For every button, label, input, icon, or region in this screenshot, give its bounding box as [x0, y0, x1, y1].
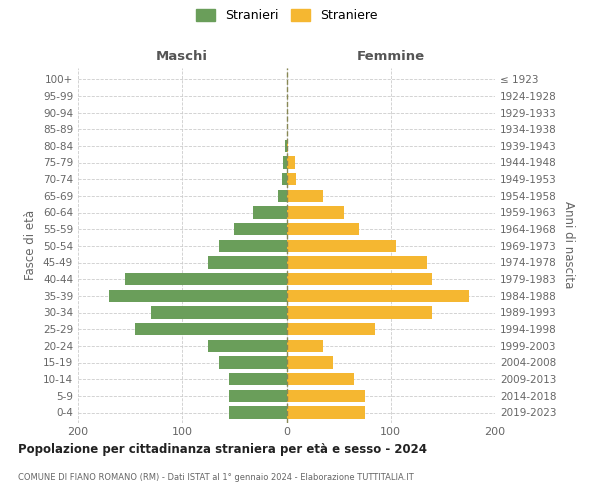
Bar	[109, 290, 287, 302]
Bar	[287, 156, 295, 169]
Bar	[287, 173, 296, 186]
Bar	[287, 390, 365, 402]
Text: Femmine: Femmine	[356, 50, 425, 62]
Bar	[208, 340, 287, 352]
Y-axis label: Anni di nascita: Anni di nascita	[562, 202, 575, 288]
Bar	[253, 206, 287, 219]
Text: Maschi: Maschi	[156, 50, 208, 62]
Bar	[287, 373, 354, 386]
Bar	[287, 190, 323, 202]
Bar	[125, 273, 287, 285]
Bar	[287, 406, 365, 419]
Bar	[229, 373, 287, 386]
Bar	[278, 190, 287, 202]
Bar	[287, 323, 375, 336]
Bar	[287, 223, 359, 235]
Bar	[287, 306, 433, 319]
Bar	[287, 340, 323, 352]
Bar	[287, 256, 427, 269]
Bar	[235, 223, 287, 235]
Bar	[208, 256, 287, 269]
Bar	[219, 240, 287, 252]
Bar	[287, 240, 396, 252]
Legend: Stranieri, Straniere: Stranieri, Straniere	[194, 6, 380, 25]
Bar	[283, 156, 287, 169]
Text: Popolazione per cittadinanza straniera per età e sesso - 2024: Popolazione per cittadinanza straniera p…	[18, 442, 427, 456]
Bar	[287, 206, 344, 219]
Bar	[287, 290, 469, 302]
Bar	[151, 306, 287, 319]
Bar	[229, 406, 287, 419]
Bar	[287, 356, 334, 369]
Bar	[219, 356, 287, 369]
Bar	[283, 173, 287, 186]
Text: COMUNE DI FIANO ROMANO (RM) - Dati ISTAT al 1° gennaio 2024 - Elaborazione TUTTI: COMUNE DI FIANO ROMANO (RM) - Dati ISTAT…	[18, 472, 414, 482]
Y-axis label: Fasce di età: Fasce di età	[25, 210, 37, 280]
Bar	[136, 323, 287, 336]
Bar	[286, 140, 287, 152]
Bar	[229, 390, 287, 402]
Bar	[287, 273, 433, 285]
